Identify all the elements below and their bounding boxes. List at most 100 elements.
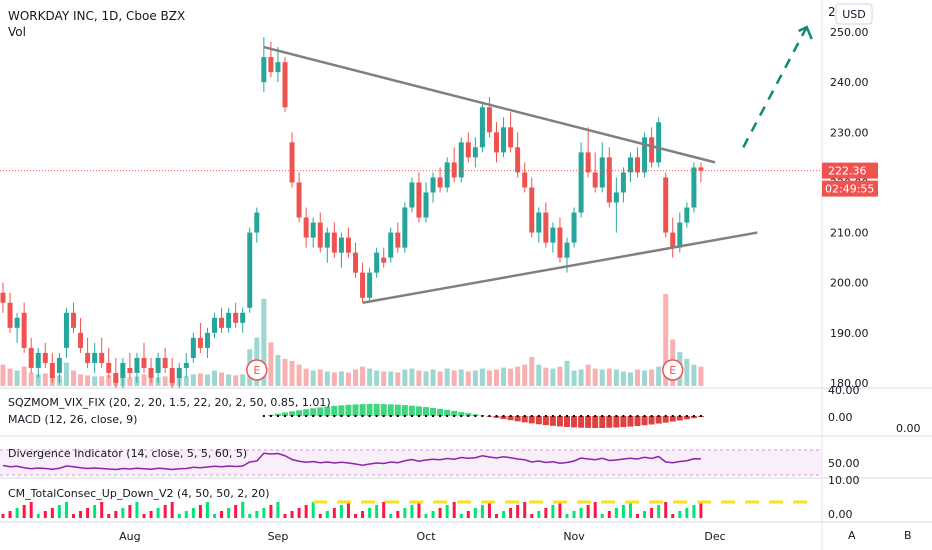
volume-bar [261,298,267,386]
sqz-dot [650,415,653,417]
volume-bar [42,373,48,386]
cm-bar [621,505,625,518]
cm-bar [389,514,393,518]
volume-bar [599,369,605,386]
cm-bar [487,502,491,518]
sqz-dot [580,415,583,417]
sqz-dot [587,415,590,417]
time-axis-labels: Aug Sep Oct Nov Dec [119,530,726,543]
cm-bar [100,502,104,518]
currency-button[interactable]: USD [835,3,873,25]
bar-style-button[interactable]: B [904,529,912,542]
sqz-dot [643,415,646,417]
candle-body [578,152,584,213]
cm-consec-label[interactable]: CM_TotalConsec_Up_Down_V2 (4, 50, 50, 2,… [8,487,270,500]
sqz-dot [375,415,378,417]
volume-bar [416,370,422,386]
sqz-bar [415,406,422,416]
volume-bar [437,371,443,386]
candle-body [557,227,563,258]
sqzmom-label[interactable]: SQZMOM_VIX_FIX (20, 2, 20, 1.5, 22, 20, … [8,396,331,409]
cm-bar [318,514,322,518]
candle-body [613,192,619,203]
currency-button-label[interactable]: USD [842,8,866,21]
volume-bar [338,371,344,386]
price-axis-ticks: 250.00240.00230.00220.00210.00200.00190.… [830,26,869,390]
cm-bar [262,508,266,518]
volume-bar [472,370,478,386]
sqz-dot [657,415,660,417]
cm-bar [114,511,118,518]
cm-bar [269,505,273,518]
cm-bar [290,511,294,518]
auto-scale-button[interactable]: A [848,529,856,542]
sqz-dot [502,415,505,417]
candle-body [381,257,387,263]
candle-body [197,337,203,348]
volume-bar [578,369,584,386]
sqz-bar [620,416,627,428]
cm-bar [650,508,654,518]
earnings-marker [662,359,684,381]
earnings-marker-label: E [669,364,676,377]
sqz-dot [333,415,336,417]
volume-bar [402,369,408,386]
candle-body [458,142,464,178]
volume-bar [28,372,34,386]
candle-body [49,362,55,378]
sqz-bar [571,416,578,428]
sqz-bar [451,410,458,416]
volume-bar [381,371,387,386]
sqz-dot [573,415,576,417]
sqz-dot [361,415,364,417]
candle-body [585,152,591,173]
candle-body [374,252,380,273]
sqz-dot [551,415,554,417]
volume-bar [444,368,450,386]
sqz-dot [601,415,604,417]
volume-bar [585,364,591,386]
candle-body [437,177,443,188]
volume-bar [345,372,351,386]
candle-body [698,167,704,171]
cm-bar [15,508,19,518]
candle-body [691,167,697,208]
volume-bar [620,371,626,386]
sqz-dot [446,415,449,417]
candle-body [536,212,542,233]
divergence-label[interactable]: Divergence Indicator (14, close, 5, 5, 6… [8,447,247,460]
volume-bar [430,369,436,386]
volume-bar [14,370,20,386]
cm-bar [417,502,421,518]
macd-label[interactable]: MACD (12, 26, close, 9) [8,413,137,426]
volume-bar [458,369,464,386]
sqz-bar [662,416,669,423]
sqz-dot [594,415,597,417]
cm-bar [64,502,68,518]
cm-bar [410,505,414,518]
candle-body [99,352,105,363]
sqz-dot [262,415,265,417]
sqz-bar [380,404,387,416]
volume-bar [360,366,366,386]
price-tick-label: 210.00 [830,227,869,240]
candle-body [494,132,499,153]
cm-bar [177,514,181,518]
projection-arrow-head [798,25,813,40]
month-label: Aug [119,530,140,543]
sqz-bar [338,405,345,416]
currency-button-frame[interactable] [835,3,873,25]
candle-body [92,352,98,363]
volume-bar [141,374,147,386]
cm-bar [502,511,506,518]
cm-bar [445,505,449,518]
sqz-dot [678,415,681,417]
cm-bar [509,508,513,518]
volume-bar [613,369,619,386]
price-tick-label: 250.00 [830,26,869,39]
divergence-line-path [2,452,701,471]
candle-body [360,272,366,298]
sqz-dot [460,415,463,417]
